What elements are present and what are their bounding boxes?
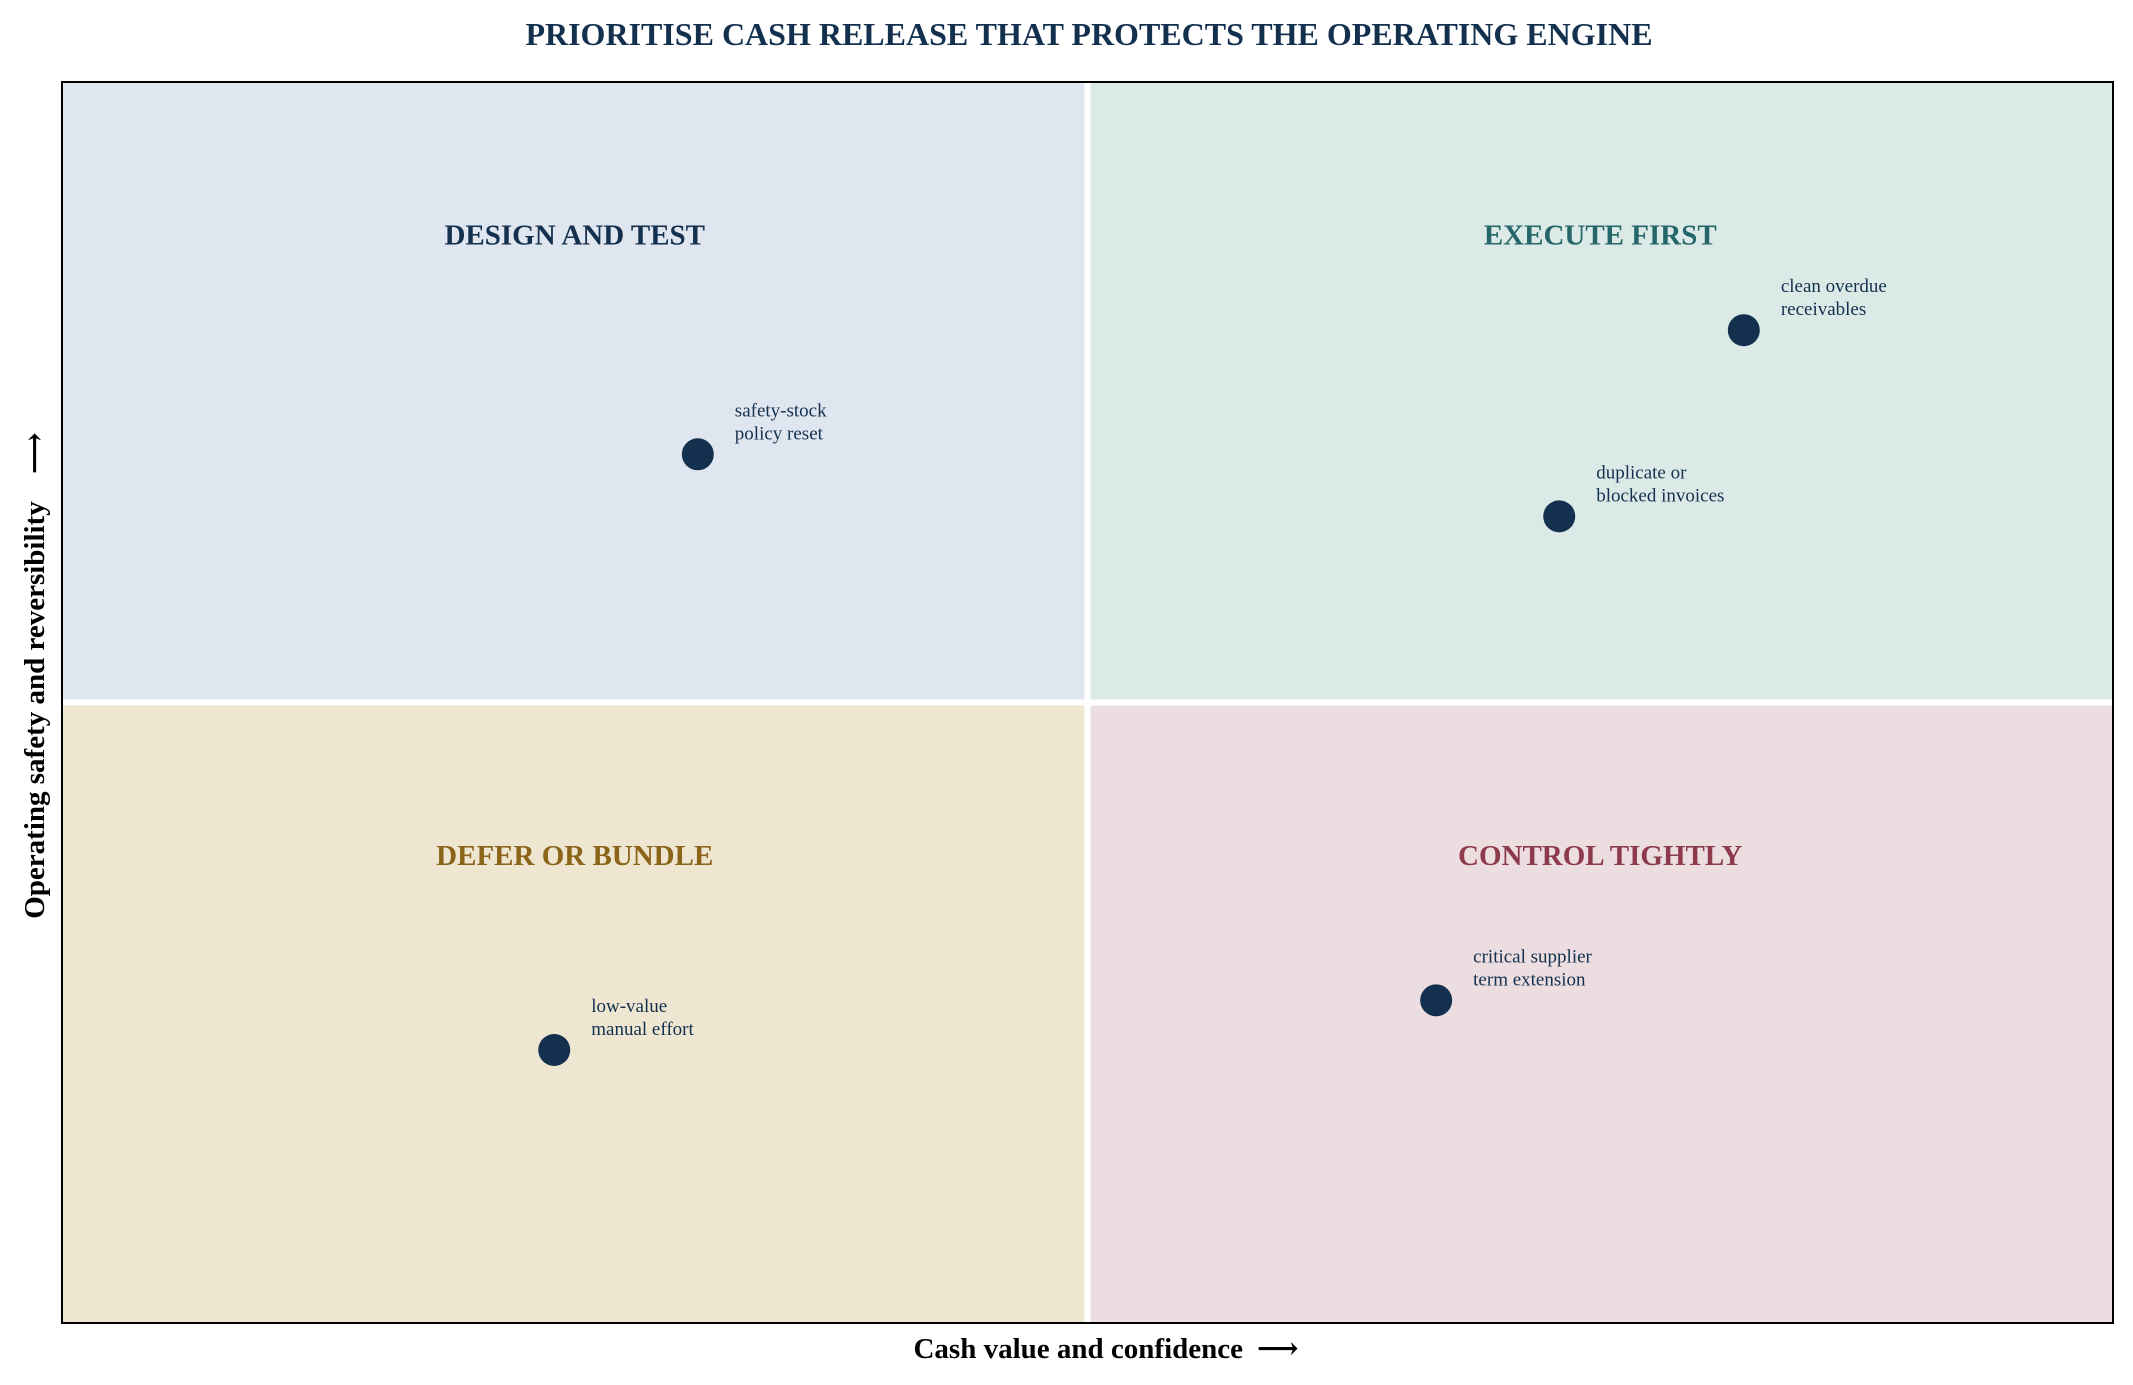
data-point-label: critical supplier [1473,946,1592,967]
x-axis-title: Cash value and confidence ⟶ [913,1333,1298,1365]
data-point-label: term extension [1473,969,1586,990]
quadrant-label-bottom-right: CONTROL TIGHTLY [1458,840,1743,872]
quadrant-bottom-right [1087,702,2113,1323]
chart-title: PRIORITISE CASH RELEASE THAT PROTECTS TH… [525,16,1652,52]
data-point [1543,500,1576,533]
quadrant-layer [62,82,2113,1323]
data-point [538,1033,571,1066]
y-axis-arrow-icon: ⟶ [19,432,51,474]
quadrant-label-top-left: DESIGN AND TEST [444,220,705,252]
y-axis-label: Operating safety and reversibility [19,501,51,919]
quadrant-label-bottom-left: DEFER OR BUNDLE [436,840,713,872]
x-axis-arrow-icon: ⟶ [1257,1333,1299,1365]
y-axis-title: Operating safety and reversibility ⟶ [19,432,51,918]
quadrant-top-right [1087,82,2113,703]
data-point [1727,314,1760,347]
quadrant-bottom-left [62,702,1088,1323]
data-point-label: receivables [1781,299,1866,320]
x-axis-label: Cash value and confidence [913,1333,1243,1365]
data-point-label: policy reset [735,423,824,444]
data-point [1420,984,1453,1017]
data-point-label: blocked invoices [1596,485,1724,506]
plot-frame [61,81,2114,1324]
quadrant-label-top-right: EXECUTE FIRST [1484,220,1717,252]
quadrant-top-left [62,82,1088,703]
data-point-label: duplicate or [1596,462,1687,483]
data-point-label: low-value [591,996,667,1017]
data-point-label: safety-stock [735,400,827,421]
divider-layer [62,82,2113,1323]
data-point-label: clean overdue [1781,276,1887,297]
quadrant-label-layer: DESIGN AND TEST EXECUTE FIRST DEFER OR BUN… [436,220,1742,873]
data-point-label: manual effort [591,1019,694,1040]
data-point [681,438,714,471]
